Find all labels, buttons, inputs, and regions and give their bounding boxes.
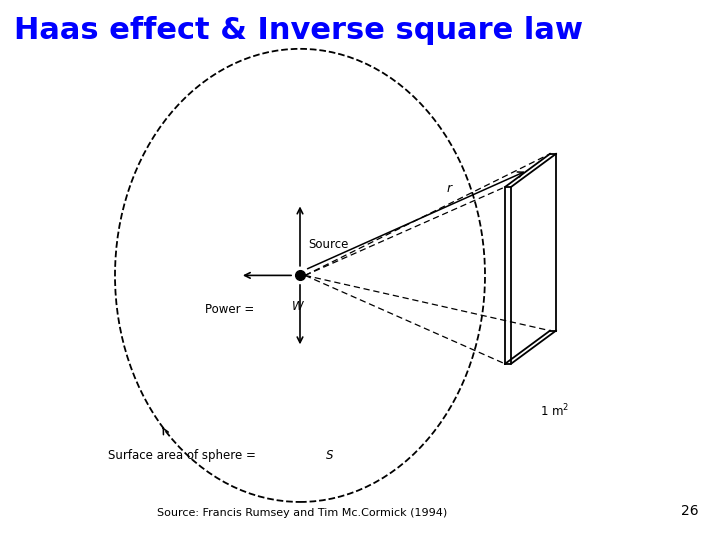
Text: Source: Source xyxy=(308,238,348,251)
Text: Haas effect & Inverse square law: Haas effect & Inverse square law xyxy=(14,16,583,45)
Text: S: S xyxy=(326,449,333,462)
Text: Surface area of sphere =: Surface area of sphere = xyxy=(108,449,260,462)
Text: Power =: Power = xyxy=(205,303,258,316)
Text: r: r xyxy=(446,182,451,195)
Text: 1 m$^2$: 1 m$^2$ xyxy=(540,402,570,419)
Text: 26: 26 xyxy=(681,504,698,518)
Text: W: W xyxy=(292,300,304,313)
Text: Source: Francis Rumsey and Tim Mc.Cormick (1994): Source: Francis Rumsey and Tim Mc.Cormic… xyxy=(157,508,448,518)
